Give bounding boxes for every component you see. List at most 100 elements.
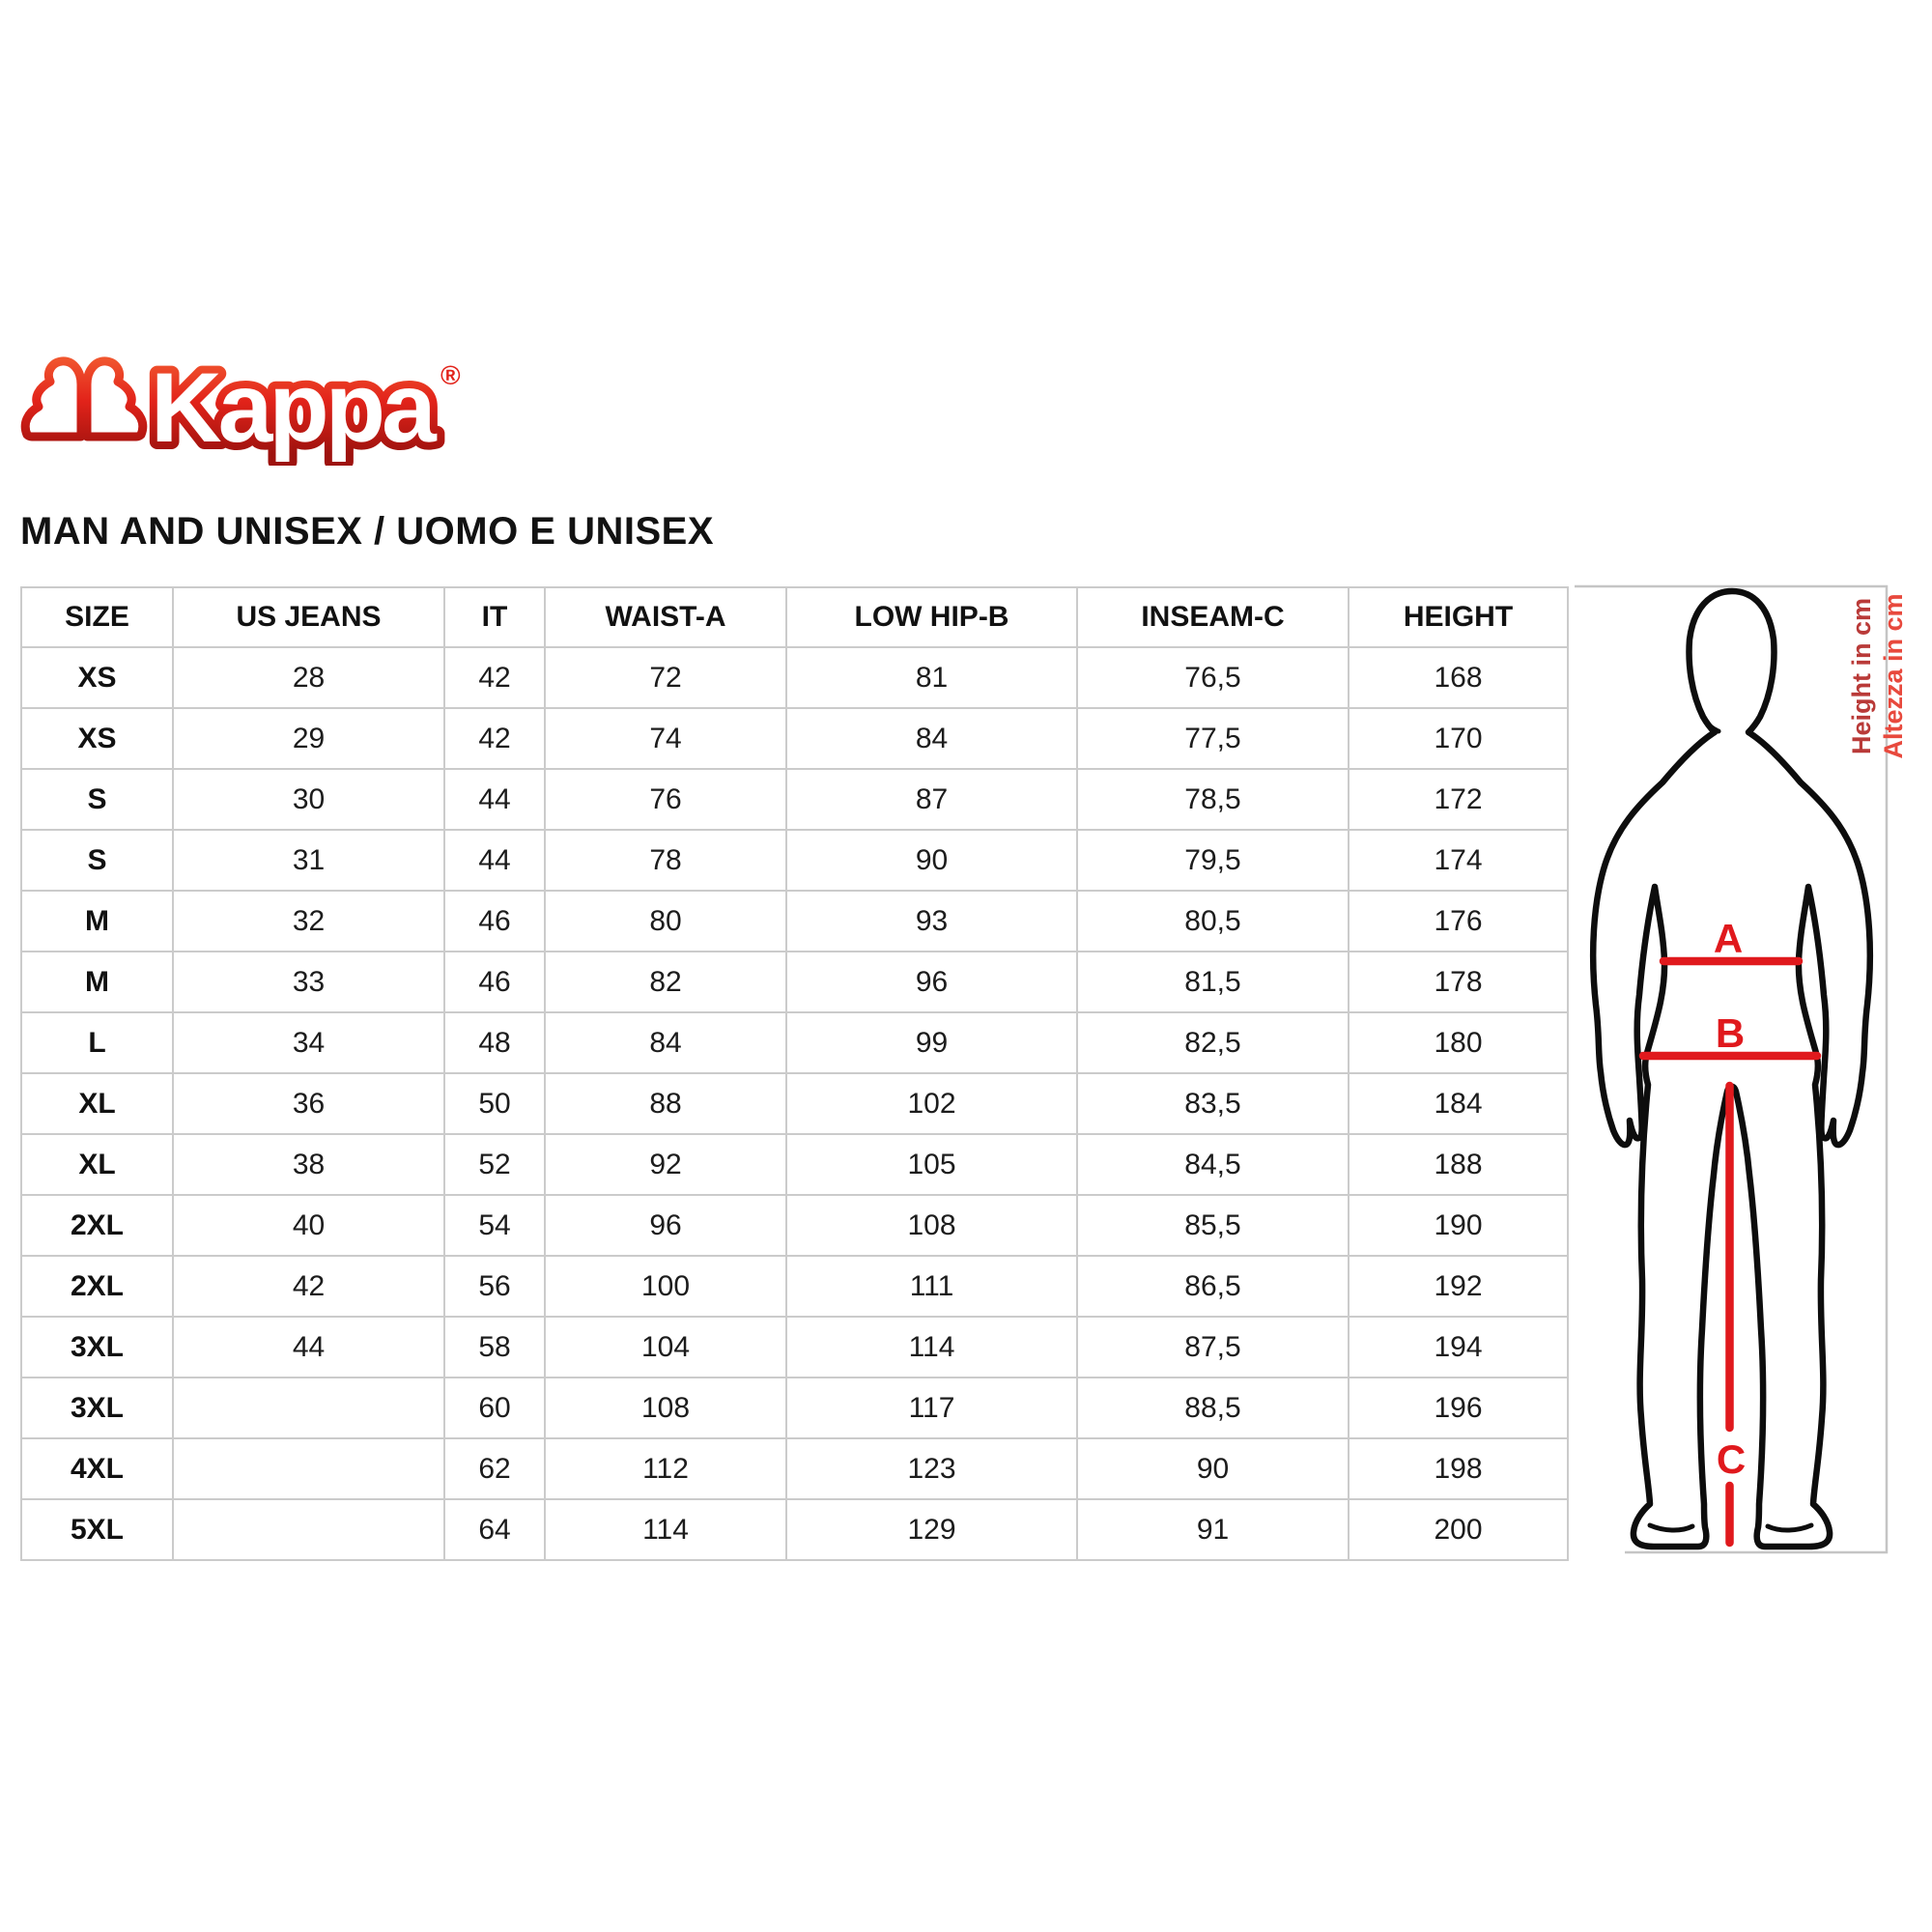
value-cell: 85,5: [1076, 1194, 1350, 1257]
value-cell: 48: [443, 1011, 546, 1074]
value-cell: 190: [1348, 1194, 1569, 1257]
value-cell: 84,5: [1076, 1133, 1350, 1196]
size-cell: M: [20, 890, 174, 952]
size-cell: L: [20, 1011, 174, 1074]
value-cell: 46: [443, 951, 546, 1013]
table-row: 3XL 44 58 104 114 87,5 194: [20, 1316, 1569, 1378]
value-cell: 200: [1348, 1498, 1569, 1561]
registered-mark: ®: [440, 360, 461, 390]
value-cell: [172, 1377, 445, 1439]
value-cell: 30: [172, 768, 445, 831]
value-cell: 172: [1348, 768, 1569, 831]
value-cell: 114: [544, 1498, 787, 1561]
table-row: 3XL 60 108 117 88,5 196: [20, 1377, 1569, 1439]
waist-label-a: A: [1714, 916, 1743, 961]
value-cell: 117: [785, 1377, 1078, 1439]
value-cell: 112: [544, 1437, 787, 1500]
figure-box: [1575, 584, 1889, 1554]
size-cell: 4XL: [20, 1437, 174, 1500]
value-cell: 88: [544, 1072, 787, 1135]
inseam-label-c: C: [1717, 1436, 1746, 1482]
value-cell: 34: [172, 1011, 445, 1074]
value-cell: 44: [172, 1316, 445, 1378]
height-note-it: Altezza in cm: [1879, 593, 1908, 758]
size-cell: 3XL: [20, 1316, 174, 1378]
value-cell: 80: [544, 890, 787, 952]
value-cell: 44: [443, 829, 546, 892]
value-cell: 76,5: [1076, 646, 1350, 709]
size-cell: XL: [20, 1072, 174, 1135]
size-cell: 5XL: [20, 1498, 174, 1561]
value-cell: 123: [785, 1437, 1078, 1500]
value-cell: 38: [172, 1133, 445, 1196]
size-cell: 2XL: [20, 1194, 174, 1257]
table-row: M 32 46 80 93 80,5 176: [20, 890, 1569, 952]
value-cell: 176: [1348, 890, 1569, 952]
value-cell: 178: [1348, 951, 1569, 1013]
left-shoe-crease: [1647, 1522, 1695, 1533]
value-cell: 60: [443, 1377, 546, 1439]
value-cell: 42: [443, 646, 546, 709]
value-cell: 46: [443, 890, 546, 952]
value-cell: 93: [785, 890, 1078, 952]
value-cell: [172, 1498, 445, 1561]
value-cell: 33: [172, 951, 445, 1013]
column-header: INSEAM-C: [1076, 586, 1350, 648]
value-cell: 168: [1348, 646, 1569, 709]
value-cell: 29: [172, 707, 445, 770]
height-note-en: Height in cm: [1847, 598, 1876, 754]
value-cell: 102: [785, 1072, 1078, 1135]
value-cell: 108: [785, 1194, 1078, 1257]
value-cell: 40: [172, 1194, 445, 1257]
value-cell: 87: [785, 768, 1078, 831]
value-cell: 129: [785, 1498, 1078, 1561]
size-cell: S: [20, 829, 174, 892]
value-cell: 74: [544, 707, 787, 770]
size-cell: 2XL: [20, 1255, 174, 1318]
value-cell: 84: [544, 1011, 787, 1074]
kappa-logo: Kappa ®: [20, 346, 461, 466]
size-cell: S: [20, 768, 174, 831]
value-cell: 188: [1348, 1133, 1569, 1196]
value-cell: 84: [785, 707, 1078, 770]
value-cell: 99: [785, 1011, 1078, 1074]
value-cell: 90: [1076, 1437, 1350, 1500]
value-cell: 192: [1348, 1255, 1569, 1318]
table-row: M 33 46 82 96 81,5 178: [20, 951, 1569, 1013]
size-table-header: SIZE US JEANS IT WAIST-A LOW HIP-B INSEAM-C HE…: [20, 586, 1569, 648]
column-header: WAIST-A: [544, 586, 787, 648]
table-row: L 34 48 84 99 82,5 180: [20, 1011, 1569, 1074]
header-row: SIZE US JEANS IT WAIST-A LOW HIP-B INSEAM-C HE…: [20, 586, 1569, 648]
value-cell: 42: [172, 1255, 445, 1318]
right-shoe-crease: [1765, 1522, 1814, 1533]
value-cell: 184: [1348, 1072, 1569, 1135]
table-row: 2XL 42 56 100 111 86,5 192: [20, 1255, 1569, 1318]
value-cell: 170: [1348, 707, 1569, 770]
value-cell: 42: [443, 707, 546, 770]
size-cell: XL: [20, 1133, 174, 1196]
value-cell: 108: [544, 1377, 787, 1439]
value-cell: 80,5: [1076, 890, 1350, 952]
value-cell: 64: [443, 1498, 546, 1561]
size-table-wrap: SIZE US JEANS IT WAIST-A LOW HIP-B INSEAM-C HE…: [20, 586, 1569, 1561]
value-cell: 44: [443, 768, 546, 831]
value-cell: 54: [443, 1194, 546, 1257]
value-cell: 96: [544, 1194, 787, 1257]
value-cell: 104: [544, 1316, 787, 1378]
size-cell: XS: [20, 646, 174, 709]
value-cell: 81,5: [1076, 951, 1350, 1013]
value-cell: 105: [785, 1133, 1078, 1196]
value-cell: 100: [544, 1255, 787, 1318]
value-cell: 114: [785, 1316, 1078, 1378]
value-cell: 111: [785, 1255, 1078, 1318]
value-cell: 92: [544, 1133, 787, 1196]
value-cell: 198: [1348, 1437, 1569, 1500]
value-cell: 52: [443, 1133, 546, 1196]
column-header: IT: [443, 586, 546, 648]
value-cell: 194: [1348, 1316, 1569, 1378]
value-cell: 36: [172, 1072, 445, 1135]
value-cell: 76: [544, 768, 787, 831]
value-cell: 79,5: [1076, 829, 1350, 892]
table-row: XL 38 52 92 105 84,5 188: [20, 1133, 1569, 1196]
